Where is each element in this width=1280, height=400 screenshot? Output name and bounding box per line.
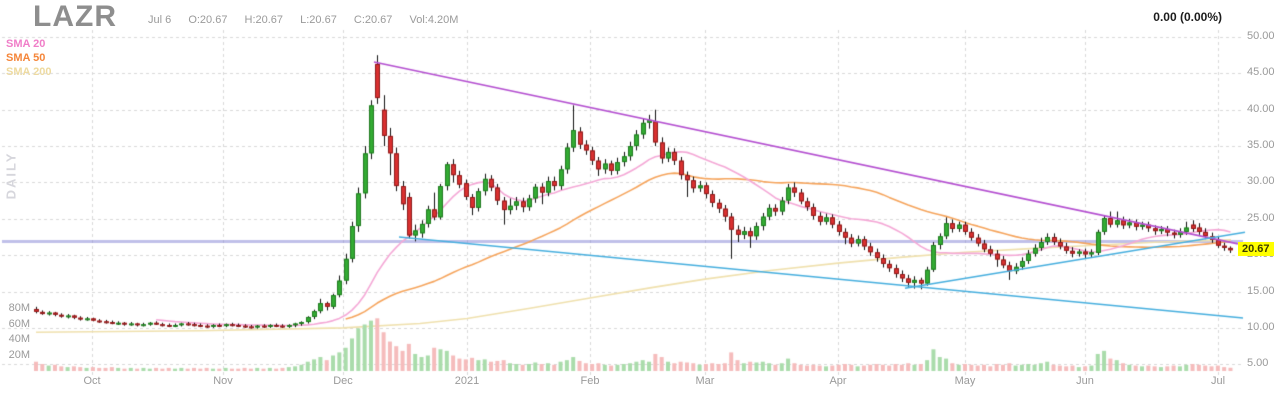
month-label: Oct [83, 375, 101, 387]
price-axis-label: 50.00 [1247, 30, 1275, 42]
volume-axis-label: 60M [8, 317, 30, 330]
month-label: Dec [333, 375, 353, 387]
month-label: May [954, 375, 976, 387]
price-axis-label: 25.00 [1247, 211, 1275, 224]
month-label: Jun [1076, 375, 1094, 387]
month-label: Nov [213, 375, 233, 387]
price-axis-label: 30.00 [1247, 175, 1275, 188]
month-label: Mar [695, 375, 715, 387]
last-price-badge: 20.67 [1238, 242, 1274, 257]
price-axis-label: 10.00 [1247, 320, 1275, 333]
volume-axis-label: 80M [8, 302, 30, 314]
price-axis-label: 35.00 [1247, 139, 1275, 152]
price-axis-label: 15.00 [1247, 284, 1275, 297]
volume-axis-label: 20M [8, 348, 30, 361]
price-axis-label: 40.00 [1247, 102, 1275, 115]
month-label: Feb [580, 375, 600, 387]
price-axis-label: 5.00 [1247, 357, 1269, 370]
price-axis-label: 45.00 [1247, 66, 1275, 79]
month-label: Apr [829, 375, 847, 387]
volume-axis-label: 40M [8, 333, 30, 345]
month-label: Jul [1210, 375, 1226, 387]
month-label: 2021 [454, 375, 480, 387]
